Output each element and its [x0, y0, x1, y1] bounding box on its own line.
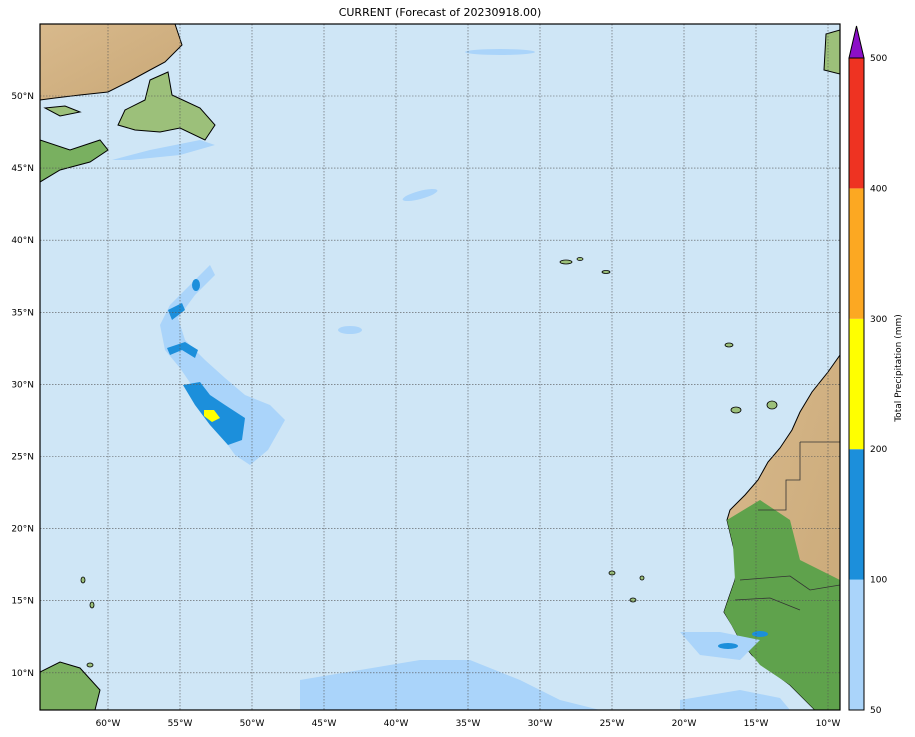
colorbar-segment: [849, 188, 864, 319]
africa-green-coast: [724, 500, 840, 710]
labrador: [40, 24, 183, 101]
colorbar-segment: [849, 318, 864, 450]
lon-tick-label: 35°W: [456, 719, 481, 729]
iberia: [823, 29, 840, 75]
lon-tick-label: 45°W: [312, 719, 337, 729]
map-frame: [39, 23, 841, 711]
colorbar: 50 100 200 300 400 500: [848, 25, 887, 716]
colorbar-tick-label: 300: [870, 315, 887, 325]
borders: [734, 441, 840, 611]
lat-tick-label: 10°N: [11, 669, 34, 679]
colorbar-frame: [848, 57, 865, 711]
lat-tick-label: 20°N: [11, 525, 34, 535]
colorbar-tick-label: 500: [870, 54, 887, 64]
map-title: CURRENT (Forecast of 20230918.00): [338, 6, 542, 19]
colorbar-extend-arrow: [848, 25, 865, 59]
colorbar-label: Total Precipitation (mm): [894, 314, 904, 422]
lon-tick-label: 40°W: [384, 719, 409, 729]
lon-tick-label: 25°W: [600, 719, 625, 729]
gridlines: [40, 24, 840, 710]
lat-tick-label: 50°N: [11, 92, 34, 102]
lat-tick-label: 30°N: [11, 380, 34, 390]
colorbar-tick-label: 400: [870, 184, 887, 194]
lon-tick-label: 20°W: [672, 719, 697, 729]
caribbean: [40, 661, 101, 710]
map-area[interactable]: [40, 24, 840, 710]
colorbar-segment: [849, 579, 864, 710]
lon-tick-label: 15°W: [744, 719, 769, 729]
axis-ticks: 60°W 55°W 50°W 45°W 40°W 35°W 30°W 25°W 20°W 15°W…: [11, 92, 840, 729]
lon-tick-label: 60°W: [96, 719, 121, 729]
colorbar-tick-label: 200: [870, 445, 887, 455]
colorbar-segment: [849, 449, 864, 580]
newfoundland: [117, 71, 216, 141]
lon-tick-label: 55°W: [168, 719, 193, 729]
colorbar-tick-label: 100: [870, 576, 887, 586]
lat-tick-label: 25°N: [11, 453, 34, 463]
colorbar-segment: [849, 58, 864, 189]
lon-tick-label: 50°W: [240, 719, 265, 729]
colorbar-tick-label: 50: [870, 706, 882, 716]
nova-scotia: [40, 139, 109, 183]
lat-tick-label: 45°N: [11, 164, 34, 174]
precip-light: [112, 49, 790, 710]
lat-tick-label: 35°N: [11, 308, 34, 318]
lon-tick-label: 10°W: [816, 719, 841, 729]
lat-tick-label: 15°N: [11, 597, 34, 607]
land: [40, 24, 840, 710]
ocean: [40, 24, 840, 710]
lat-tick-label: 40°N: [11, 236, 34, 246]
lon-tick-label: 30°W: [528, 719, 553, 729]
islands: [80, 257, 778, 668]
anticosti: [43, 105, 82, 117]
precip-heavy: [204, 410, 220, 422]
